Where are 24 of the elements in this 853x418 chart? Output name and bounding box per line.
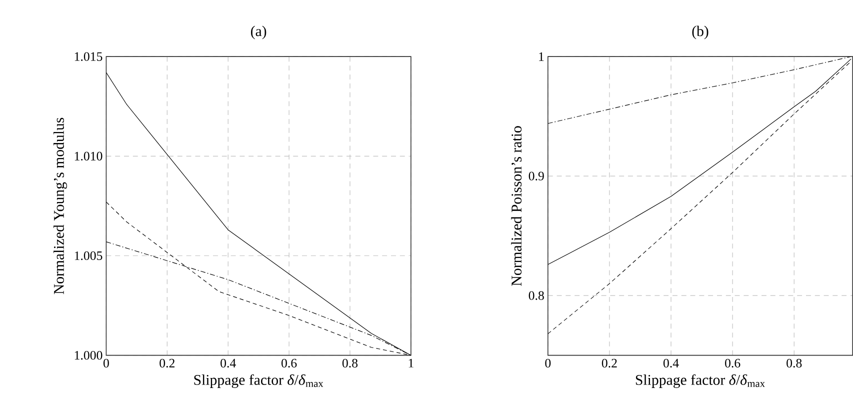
- y-tick-label: 1.010: [74, 152, 102, 161]
- x-tick-label: 1: [408, 358, 414, 368]
- x-tick-label: 0.2: [160, 358, 174, 368]
- y-tick-label: 0.9: [528, 172, 544, 181]
- x-tick-label: 0.8: [342, 358, 358, 368]
- chart-title: (a): [250, 26, 266, 40]
- x-tick-label: 0.6: [282, 358, 297, 368]
- y-axis-title: Normalized Poisson’s ratio: [511, 126, 522, 286]
- x-tick-label: 0: [545, 358, 551, 368]
- x-tick-label: 0.8: [786, 358, 802, 368]
- x-tick-label: 0: [104, 358, 109, 368]
- x-tick-label: 0.4: [663, 358, 679, 368]
- x-axis-title: Slippage factor δ/δ$_{max}$: [636, 374, 765, 388]
- x-tick-label: 0.6: [725, 358, 740, 368]
- y-tick-label: 1.005: [74, 251, 102, 260]
- y-tick-label: 1.015: [74, 52, 102, 62]
- x-tick-label: 0.4: [220, 358, 236, 368]
- y-tick-label: 1.000: [74, 351, 102, 360]
- x-axis-title: Slippage factor δ/δ$_{max}$: [194, 374, 324, 388]
- y-tick-label: 1: [539, 52, 544, 61]
- y-axis-title: Normalized Young’s modulus: [54, 118, 68, 294]
- chart-title: (b): [692, 26, 708, 40]
- x-tick-label: 0.2: [602, 358, 617, 368]
- y-tick-label: 0.8: [528, 291, 544, 300]
